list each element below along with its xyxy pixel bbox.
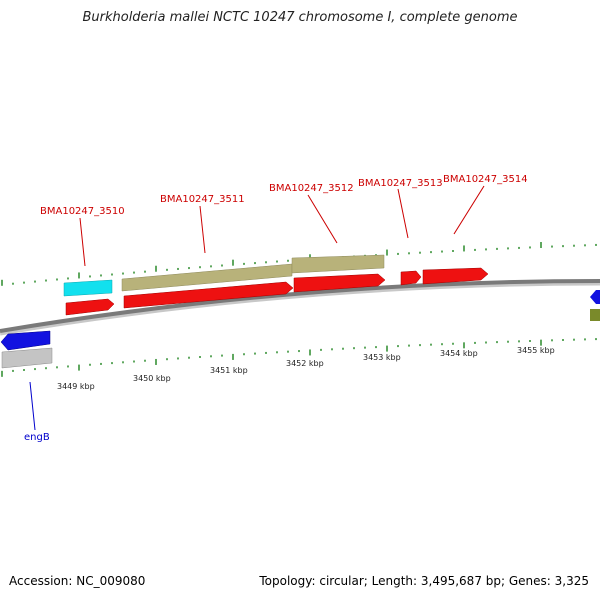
engB-gene-bar[interactable] — [1, 347, 53, 369]
gene-3510-leader — [79, 217, 86, 267]
gene-3512-cds-arrow[interactable] — [293, 273, 386, 293]
outer-tick-ring — [1, 241, 597, 286]
gene-3513-leader — [397, 188, 409, 239]
gene-3511-leader — [199, 205, 206, 254]
gene-3512-leader — [307, 194, 338, 244]
topology-info-text: Topology: circular; Length: 3,495,687 bp… — [259, 574, 589, 588]
gene-3513-cds-arrow[interactable] — [400, 270, 422, 286]
gene-label-3512[interactable]: BMA10247_3512 — [269, 183, 354, 194]
gene-3512-gene-bar[interactable] — [291, 254, 385, 274]
gene-label-3511[interactable]: BMA10247_3511 — [160, 194, 245, 205]
gene-label-3514[interactable]: BMA10247_3514 — [443, 174, 528, 185]
scale-label: 3452 kbp — [286, 359, 324, 368]
gene-3511-gene-bar[interactable] — [121, 263, 293, 292]
scale-label: 3451 kbp — [210, 366, 248, 375]
scale-label: 3449 kbp — [57, 382, 95, 391]
other-feature-right[interactable] — [590, 309, 600, 321]
engB-leader — [29, 381, 36, 431]
gene-3514-leader — [453, 185, 485, 235]
map-title: Burkholderia mallei NCTC 10247 chromosom… — [82, 10, 518, 25]
accession-text: Accession: NC_009080 — [9, 574, 146, 588]
scale-labels: 3449 kbp 3450 kbp 3451 kbp 3452 kbp 3453… — [57, 346, 555, 391]
genome-backbone — [0, 279, 600, 333]
gene-3514-cds-arrow[interactable] — [422, 267, 489, 285]
engB-cds-arrow[interactable] — [0, 330, 51, 351]
gene-3510-rna-bar[interactable] — [63, 279, 113, 297]
gene-label-3510[interactable]: BMA10247_3510 — [40, 206, 125, 217]
scale-label: 3450 kbp — [133, 374, 171, 383]
gene-3511-cds-arrow[interactable] — [123, 281, 294, 309]
gene-label-3513[interactable]: BMA10247_3513 — [358, 178, 443, 189]
scale-label: 3454 kbp — [440, 349, 478, 358]
gene-label-engB[interactable]: engB — [24, 432, 50, 443]
scale-label: 3455 kbp — [517, 346, 555, 355]
gene-3510-cds-arrow[interactable] — [65, 298, 115, 316]
inner-tick-ring — [1, 338, 597, 377]
scale-label: 3453 kbp — [363, 353, 401, 362]
reverse-cds-arrow-right[interactable] — [590, 290, 600, 304]
